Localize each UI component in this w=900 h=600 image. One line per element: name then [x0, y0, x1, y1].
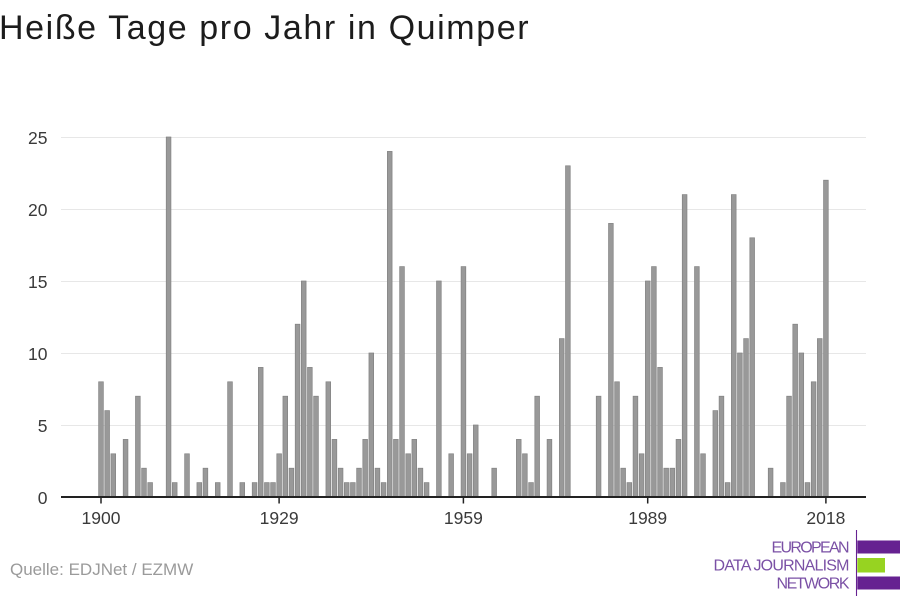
svg-text:15: 15 — [28, 272, 47, 292]
svg-text:20: 20 — [28, 200, 48, 220]
svg-text:1959: 1959 — [444, 508, 483, 528]
svg-text:DATA JOURNALISM: DATA JOURNALISM — [714, 558, 850, 575]
svg-text:Quelle: EDJNet / EZMW: Quelle: EDJNet / EZMW — [10, 560, 193, 579]
svg-text:25: 25 — [28, 128, 47, 148]
svg-text:1989: 1989 — [628, 508, 667, 528]
svg-text:0: 0 — [38, 488, 48, 508]
svg-text:EUROPEAN: EUROPEAN — [772, 540, 850, 557]
svg-text:2018: 2018 — [806, 508, 845, 528]
svg-text:1900: 1900 — [82, 508, 121, 528]
svg-text:5: 5 — [38, 416, 48, 436]
svg-text:NETWORK: NETWORK — [777, 576, 850, 593]
svg-text:10: 10 — [28, 344, 48, 364]
svg-text:1929: 1929 — [260, 508, 299, 528]
svg-text:Heiße Tage pro Jahr in Quimper: Heiße Tage pro Jahr in Quimper — [0, 9, 530, 47]
